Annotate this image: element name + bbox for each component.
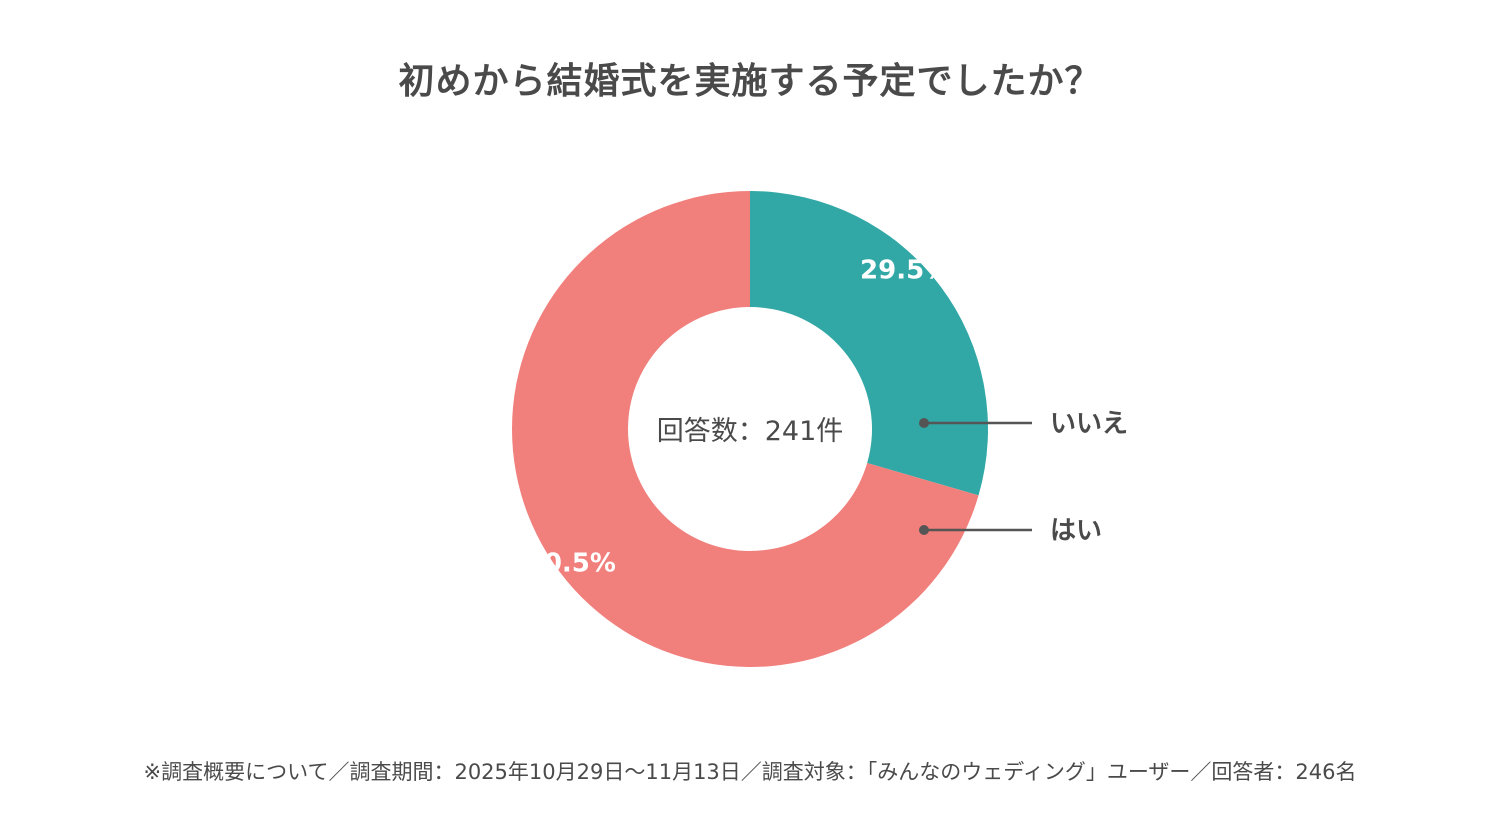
legend-label-yes: はい <box>1050 516 1102 546</box>
legend-label-no: いいえ <box>1050 409 1128 439</box>
chart-title: 初めから結婚式を実施する予定でしたか？ <box>398 61 1102 102</box>
slice-no <box>750 191 989 496</box>
center-label: 回答数：241件 <box>657 416 844 447</box>
slice-yes <box>512 191 979 668</box>
value-label-no: 29.5% <box>860 256 950 286</box>
survey-footnote: ※調査概要について／調査期間：2025年10月29日〜11月13日／調査対象：「… <box>143 760 1357 784</box>
legend-entry-no: いいえ <box>919 409 1128 439</box>
value-label-yes: 70.5% <box>526 548 616 578</box>
legend-entry-yes: はい <box>919 516 1102 546</box>
